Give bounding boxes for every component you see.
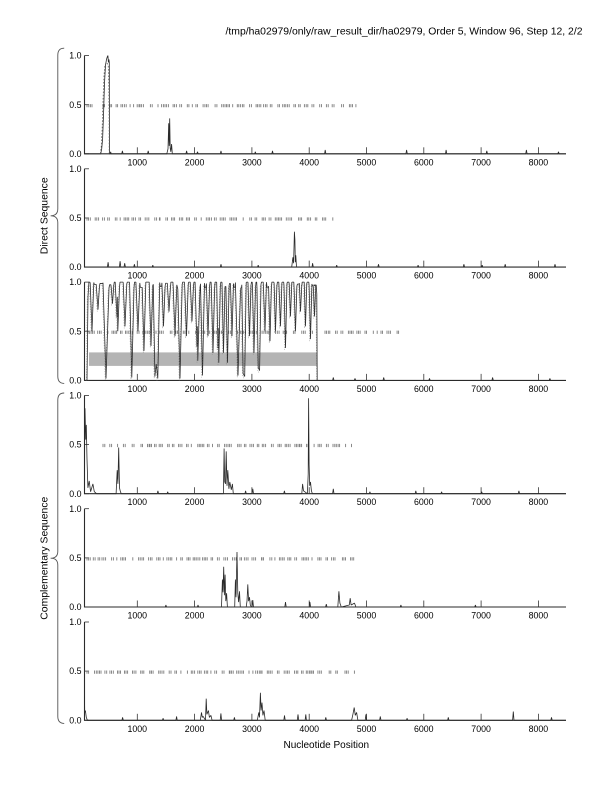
svg-text:6000: 6000 [414,724,434,734]
svg-text:1000: 1000 [128,157,148,167]
svg-text:8000: 8000 [529,271,549,281]
svg-text:4000: 4000 [299,271,319,281]
svg-text:7000: 7000 [471,271,491,281]
svg-text:5000: 5000 [357,157,377,167]
svg-text:3000: 3000 [242,271,262,281]
svg-text:4000: 4000 [299,157,319,167]
svg-text:6000: 6000 [414,384,434,394]
svg-text:4000: 4000 [299,724,319,734]
svg-text:8000: 8000 [529,157,549,167]
svg-text:0.0: 0.0 [69,715,81,725]
svg-text:2000: 2000 [185,497,205,507]
svg-text:5000: 5000 [357,384,377,394]
svg-text:4000: 4000 [299,611,319,621]
svg-text:0.0: 0.0 [69,149,81,159]
svg-text:7000: 7000 [471,611,491,621]
svg-text:1000: 1000 [128,724,148,734]
svg-text:3000: 3000 [242,384,262,394]
svg-text:3000: 3000 [242,724,262,734]
svg-text:1.0: 1.0 [69,504,81,514]
svg-text:0.5: 0.5 [69,326,81,336]
svg-text:0.5: 0.5 [69,553,81,563]
svg-text:7000: 7000 [471,384,491,394]
svg-text:3000: 3000 [242,497,262,507]
svg-text:1000: 1000 [128,384,148,394]
svg-text:6000: 6000 [414,157,434,167]
svg-text:1.0: 1.0 [69,277,81,287]
svg-text:0.0: 0.0 [69,602,81,612]
svg-text:0.5: 0.5 [69,100,81,110]
svg-text:/tmp/ha02979/only/raw_result_d: /tmp/ha02979/only/raw_result_dir/ha02979… [226,27,583,38]
svg-text:1000: 1000 [128,497,148,507]
svg-text:1000: 1000 [128,271,148,281]
svg-text:8000: 8000 [529,384,549,394]
svg-text:0.5: 0.5 [69,666,81,676]
svg-text:8000: 8000 [529,724,549,734]
svg-text:7000: 7000 [471,157,491,167]
svg-text:0.0: 0.0 [69,262,81,272]
svg-text:Nucleotide Position: Nucleotide Position [283,740,369,751]
svg-text:8000: 8000 [529,611,549,621]
svg-text:1.0: 1.0 [69,617,81,627]
svg-text:1.0: 1.0 [69,164,81,174]
svg-text:3000: 3000 [242,611,262,621]
svg-text:2000: 2000 [185,724,205,734]
svg-text:Complementary Sequence: Complementary Sequence [40,496,51,619]
svg-text:5000: 5000 [357,724,377,734]
svg-text:7000: 7000 [471,724,491,734]
svg-text:0.5: 0.5 [69,213,81,223]
svg-text:3000: 3000 [242,157,262,167]
svg-text:1000: 1000 [128,611,148,621]
svg-text:2000: 2000 [185,611,205,621]
svg-text:0.0: 0.0 [69,376,81,386]
svg-text:7000: 7000 [471,497,491,507]
svg-text:1.0: 1.0 [69,51,81,61]
svg-text:1.0: 1.0 [69,391,81,401]
svg-text:2000: 2000 [185,157,205,167]
svg-text:6000: 6000 [414,611,434,621]
svg-text:5000: 5000 [357,497,377,507]
svg-text:4000: 4000 [299,497,319,507]
svg-text:5000: 5000 [357,611,377,621]
svg-text:6000: 6000 [414,497,434,507]
svg-text:2000: 2000 [185,271,205,281]
svg-text:0.0: 0.0 [69,489,81,499]
svg-text:Direct Sequence: Direct Sequence [40,177,51,254]
svg-text:8000: 8000 [529,497,549,507]
svg-text:5000: 5000 [357,271,377,281]
svg-text:4000: 4000 [299,384,319,394]
svg-text:6000: 6000 [414,271,434,281]
svg-text:0.5: 0.5 [69,440,81,450]
svg-text:2000: 2000 [185,384,205,394]
